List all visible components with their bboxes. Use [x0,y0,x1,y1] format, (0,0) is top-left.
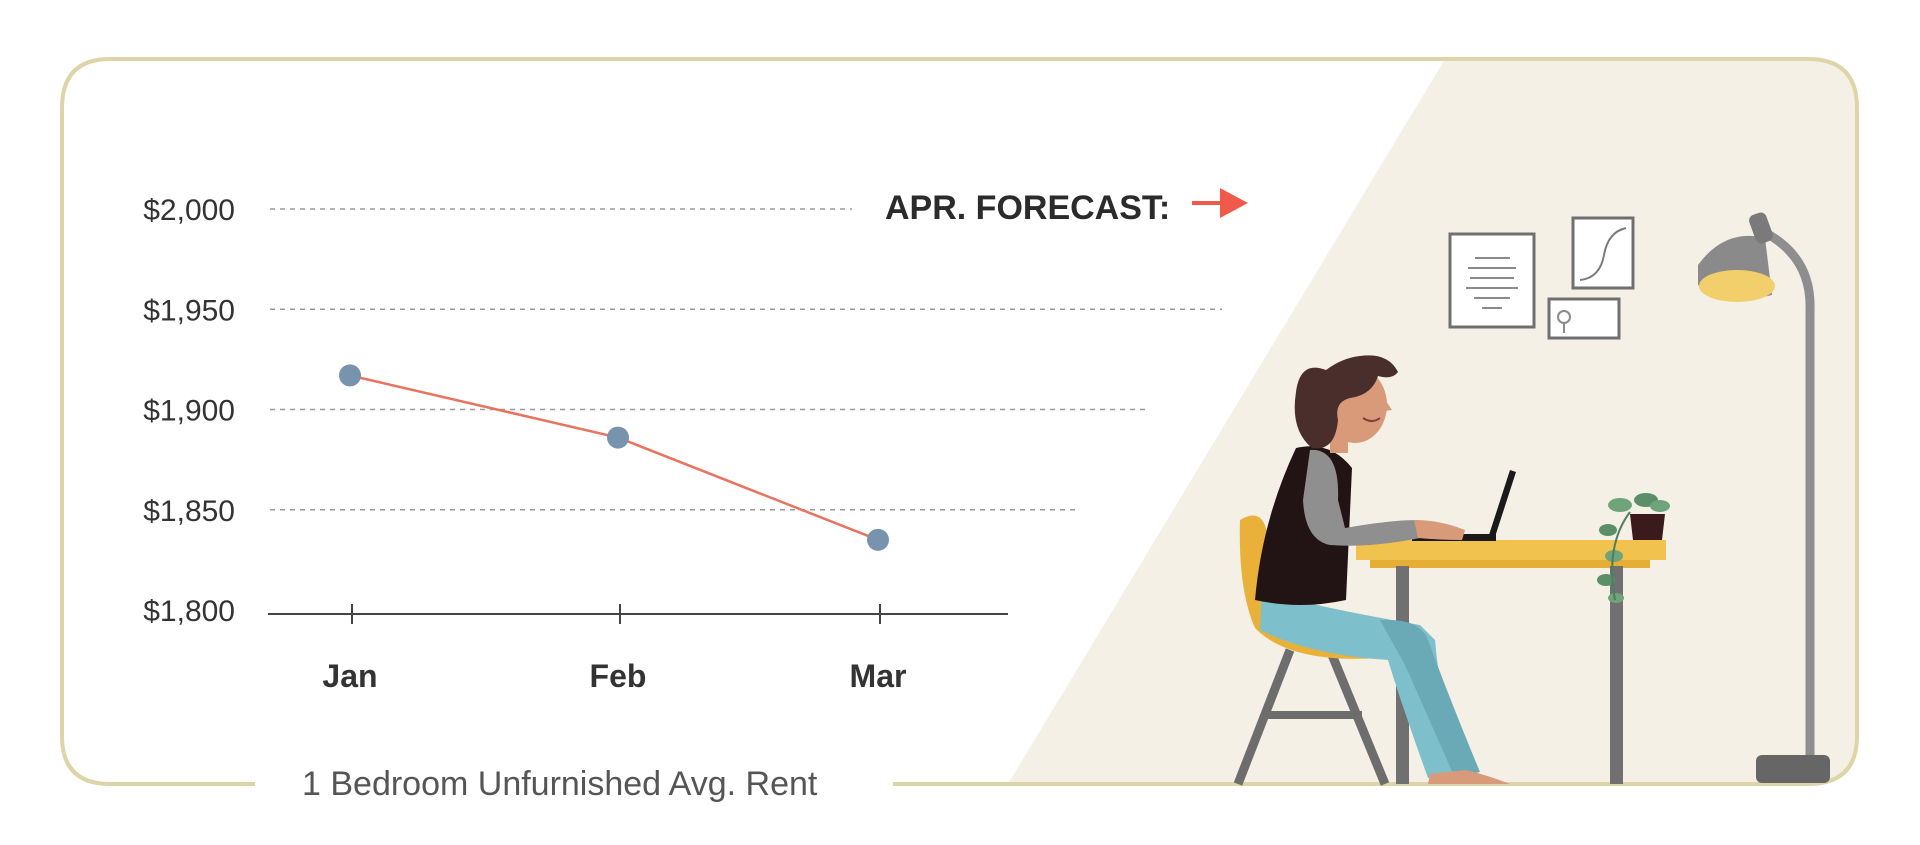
chart-caption: 1 Bedroom Unfurnished Avg. Rent [302,765,818,803]
desk-icon [1356,540,1666,784]
x-axis-category-labels: Jan Feb Mar [322,658,906,694]
y-tick-label: $1,900 [143,395,235,428]
x-category-label: Feb [590,658,647,694]
y-tick-label: $1,800 [143,595,235,628]
y-axis-tick-labels: $2,000 $1,950 $1,900 $1,850 $1,800 [143,194,235,628]
framed-document-icon [1448,232,1536,329]
series-line [349,374,879,541]
y-tick-label: $1,950 [143,294,235,327]
right-arrow-icon [1192,188,1248,218]
x-category-label: Jan [322,658,377,694]
floor-lamp-icon [1698,212,1830,783]
x-category-label: Mar [850,658,907,694]
data-point [867,528,889,551]
framed-flower-picture-icon [1547,297,1621,340]
data-point [607,426,629,449]
series-rent [339,364,889,551]
framed-curve-graph-icon [1571,216,1635,290]
forecast-label: APR. FORECAST: [885,189,1170,227]
illustration-panel [1008,59,1857,784]
person-at-desk-illustration [1233,212,1830,786]
potted-plant-icon [1597,493,1670,603]
y-tick-label: $1,850 [143,495,235,528]
x-axis-ticks [351,604,881,624]
chart-frame [60,57,1859,786]
person-icon [1255,355,1510,784]
y-tick-label: $2,000 [143,194,235,227]
gridlines [270,208,1222,511]
rent-line-chart: $2,000 $1,950 $1,900 $1,850 $1,800 Jan Feb Mar [143,194,1222,694]
data-point [339,364,361,387]
